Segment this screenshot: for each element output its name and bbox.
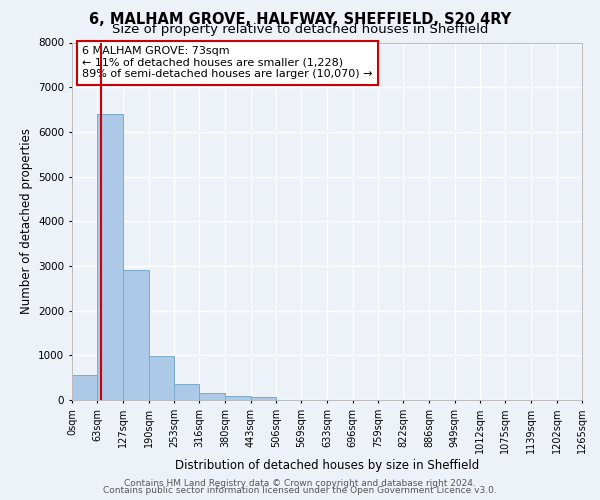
Bar bbox=[97, 114, 123, 400]
Bar bbox=[199, 394, 225, 400]
Text: 6, MALHAM GROVE, HALFWAY, SHEFFIELD, S20 4RY: 6, MALHAM GROVE, HALFWAY, SHEFFIELD, S20… bbox=[89, 12, 511, 28]
Text: Size of property relative to detached houses in Sheffield: Size of property relative to detached ho… bbox=[112, 22, 488, 36]
Text: Contains HM Land Registry data © Crown copyright and database right 2024.: Contains HM Land Registry data © Crown c… bbox=[124, 478, 476, 488]
Bar bbox=[149, 356, 174, 400]
Y-axis label: Number of detached properties: Number of detached properties bbox=[20, 128, 32, 314]
Text: 6 MALHAM GROVE: 73sqm
← 11% of detached houses are smaller (1,228)
89% of semi-d: 6 MALHAM GROVE: 73sqm ← 11% of detached … bbox=[82, 46, 373, 80]
Bar bbox=[174, 384, 199, 400]
Bar bbox=[72, 376, 97, 400]
Bar bbox=[123, 270, 149, 400]
Bar bbox=[225, 396, 251, 400]
X-axis label: Distribution of detached houses by size in Sheffield: Distribution of detached houses by size … bbox=[175, 458, 479, 471]
Bar bbox=[251, 398, 276, 400]
Text: Contains public sector information licensed under the Open Government Licence v3: Contains public sector information licen… bbox=[103, 486, 497, 495]
